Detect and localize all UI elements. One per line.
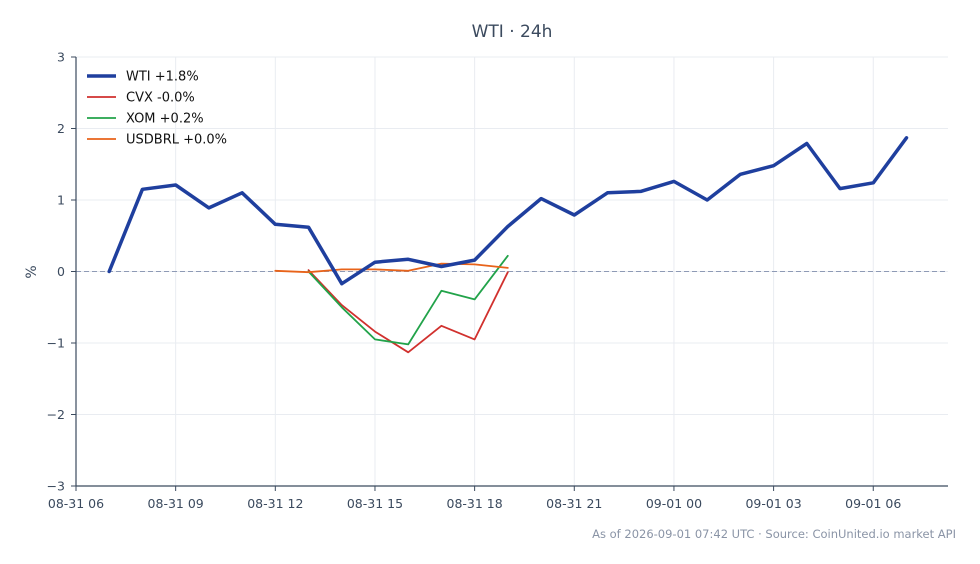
y-tick-label: −1	[47, 336, 65, 351]
legend-label-cvx: CVX -0.0%	[126, 91, 195, 106]
series-line-usdbrl	[274, 262, 509, 274]
series-line-cvx	[307, 269, 509, 354]
x-tick-label: 08-31 15	[347, 496, 403, 511]
x-tick-label: 08-31 09	[148, 496, 204, 511]
legend-label-wti: WTI +1.8%	[126, 70, 199, 85]
y-axis-label: %	[24, 265, 40, 278]
x-tick-label: 08-31 06	[48, 496, 104, 511]
x-tick-label: 08-31 12	[247, 496, 303, 511]
y-tick-label: 1	[57, 193, 65, 208]
legend-label-xom: XOM +0.2%	[126, 112, 204, 127]
x-tick-label: 09-01 03	[745, 496, 801, 511]
y-tick-label: 0	[57, 264, 65, 279]
y-tick-label: −2	[47, 407, 65, 422]
series-layer	[107, 136, 909, 354]
tick-labels: 3 2 1 0 −1 −2 −3 08-31 06 08-31 09 08-31 12 08-31 …	[47, 50, 902, 512]
chart-title: WTI · 24h	[472, 22, 553, 42]
series-line-xom	[307, 254, 509, 346]
x-tick-label: 08-31 18	[447, 496, 503, 511]
legend-label-usdbrl: USDBRL +0.0%	[126, 133, 227, 148]
x-tick-label: 09-01 06	[845, 496, 901, 511]
y-tick-label: −3	[47, 479, 65, 494]
y-tick-label: 3	[57, 50, 65, 65]
axes	[71, 56, 948, 491]
x-tick-label: 08-31 21	[546, 496, 602, 511]
x-tick-label: 09-01 00	[646, 496, 702, 511]
source-note: As of 2026-09-01 07:42 UTC · Source: Coi…	[592, 527, 956, 541]
legend: WTI +1.8% CVX -0.0% XOM +0.2% USDBRL +0.0%	[87, 70, 227, 148]
series-line-wti	[107, 136, 909, 286]
y-tick-label: 2	[57, 121, 65, 136]
